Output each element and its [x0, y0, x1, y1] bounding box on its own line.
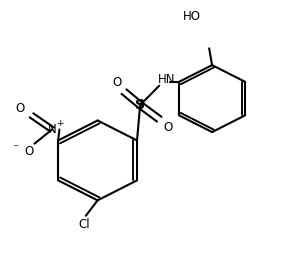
Text: O: O	[16, 102, 25, 115]
Text: O: O	[163, 121, 173, 134]
Text: +: +	[57, 119, 64, 128]
Text: N: N	[48, 123, 56, 136]
Text: HO: HO	[183, 10, 201, 23]
Text: O: O	[24, 145, 33, 158]
Text: HN: HN	[158, 73, 175, 86]
Text: S: S	[135, 98, 145, 112]
Text: ⁻: ⁻	[13, 142, 19, 155]
Text: Cl: Cl	[78, 218, 90, 231]
Text: O: O	[112, 76, 121, 89]
